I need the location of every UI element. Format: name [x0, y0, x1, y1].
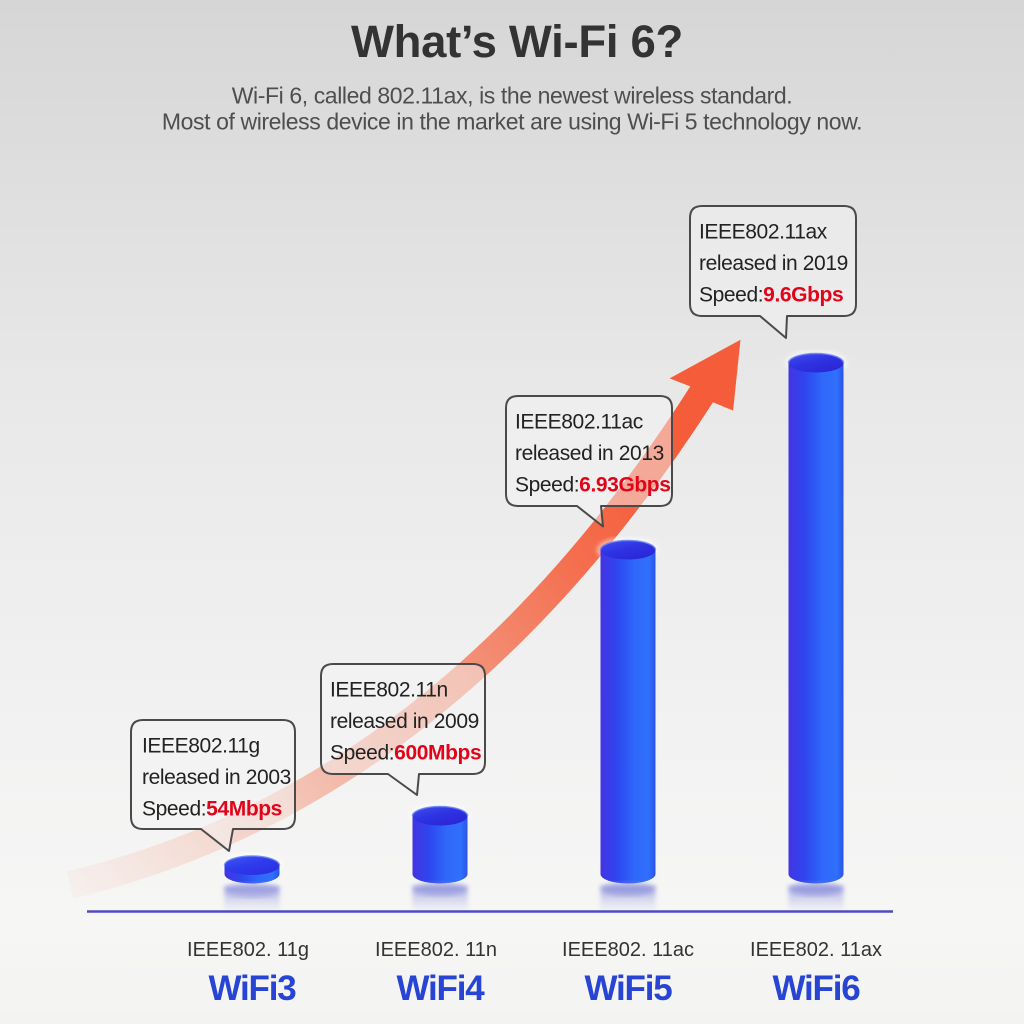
svg-text:Speed:54Mbps: Speed:54Mbps: [142, 798, 282, 821]
svg-text:What’s Wi-Fi 6?: What’s Wi-Fi 6?: [351, 16, 683, 67]
svg-text:IEEE802. 11n: IEEE802. 11n: [375, 939, 497, 961]
svg-text:IEEE802.11n: IEEE802.11n: [330, 679, 448, 702]
svg-text:Speed:600Mbps: Speed:600Mbps: [330, 742, 481, 765]
svg-text:WiFi6: WiFi6: [772, 969, 860, 1008]
svg-text:IEEE802. 11ax: IEEE802. 11ax: [750, 939, 882, 961]
svg-text:Most of wireless device in the: Most of wireless device in the market ar…: [162, 109, 862, 135]
svg-text:IEEE802.11ac: IEEE802.11ac: [515, 411, 643, 434]
svg-text:IEEE802. 11ac: IEEE802. 11ac: [562, 939, 694, 961]
svg-text:WiFi4: WiFi4: [396, 969, 485, 1008]
svg-text:IEEE802.11g: IEEE802.11g: [142, 735, 260, 758]
svg-text:Wi-Fi 6, called 802.11ax, is t: Wi-Fi 6, called 802.11ax, is the newest …: [232, 83, 793, 109]
svg-text:IEEE802.11ax: IEEE802.11ax: [699, 221, 828, 244]
svg-text:released in 2003: released in 2003: [142, 766, 291, 789]
svg-text:WiFi5: WiFi5: [584, 969, 672, 1008]
svg-text:released in 2009: released in 2009: [330, 710, 479, 733]
svg-text:Speed:9.6Gbps: Speed:9.6Gbps: [699, 284, 843, 307]
svg-text:released in 2013: released in 2013: [515, 442, 664, 465]
svg-text:WiFi3: WiFi3: [208, 969, 296, 1008]
svg-text:Speed:6.93Gbps: Speed:6.93Gbps: [515, 474, 671, 497]
svg-text:released in 2019: released in 2019: [699, 252, 848, 275]
svg-text:IEEE802. 11g: IEEE802. 11g: [187, 939, 309, 961]
